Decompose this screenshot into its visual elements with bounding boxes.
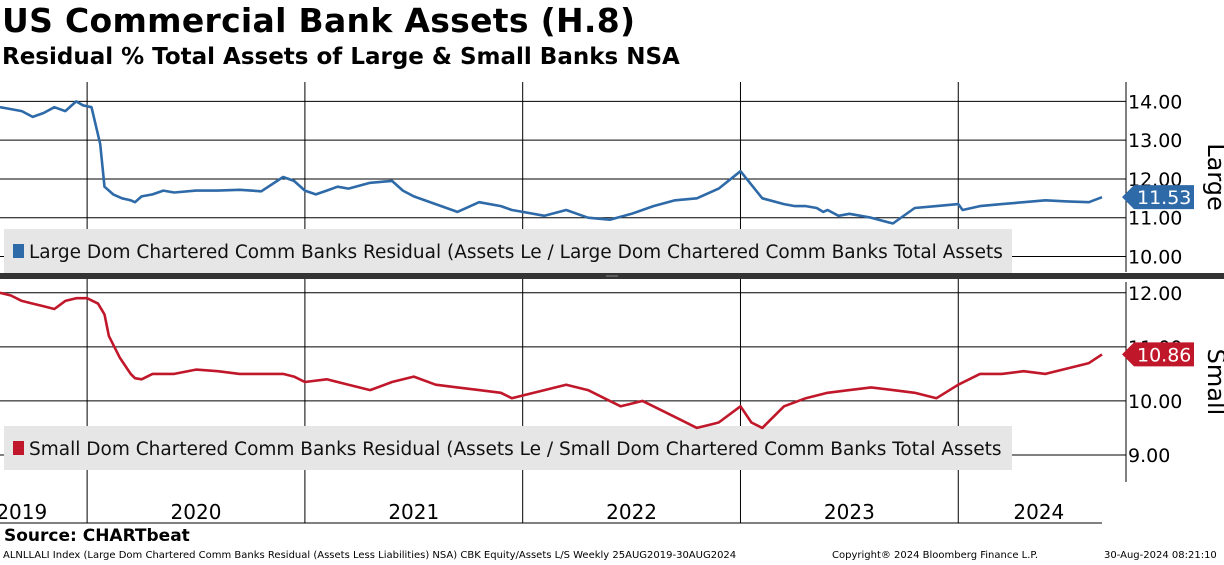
y-tick-label: 14.00 xyxy=(1128,91,1182,113)
footer-description: ALNLLALI Index (Large Dom Chartered Comm… xyxy=(3,550,737,561)
x-tick-label: 2021 xyxy=(388,500,439,524)
panel-axis-label: Small xyxy=(1202,349,1224,416)
last-value-label: 10.86 xyxy=(1137,344,1191,366)
x-tick-label: 2023 xyxy=(824,500,875,524)
last-value-label: 11.53 xyxy=(1137,187,1191,209)
x-tick-label: 2020 xyxy=(171,500,222,524)
footer-timestamp: 30-Aug-2024 08:21:10 xyxy=(1104,550,1217,561)
y-tick-label: 13.00 xyxy=(1128,130,1182,152)
last-value-tag xyxy=(1122,342,1194,367)
small-series-line xyxy=(0,291,1103,430)
y-tick-label: 10.00 xyxy=(1128,246,1182,268)
legend-label: Large Dom Chartered Comm Banks Residual … xyxy=(29,242,1003,263)
legend-box xyxy=(4,229,1012,273)
x-tick-label: 2019 xyxy=(0,500,47,524)
y-tick-label: 12.00 xyxy=(1128,283,1182,305)
y-tick-label: 10.00 xyxy=(1128,391,1182,413)
legend-swatch xyxy=(13,244,24,258)
large-series-line xyxy=(0,100,1103,225)
legend-box xyxy=(4,426,1012,470)
panel-axis-label: Large xyxy=(1202,143,1224,211)
chart-title: US Commercial Bank Assets (H.8) xyxy=(2,1,636,40)
footer-copyright: Copyright® 2024 Bloomberg Finance L.P. xyxy=(832,550,1039,561)
last-value-tag xyxy=(1122,185,1194,210)
source-note: Source: CHARTbeat xyxy=(4,526,190,546)
x-tick-label: 2022 xyxy=(606,500,657,524)
y-tick-label: 11.00 xyxy=(1128,208,1182,230)
legend-label: Small Dom Chartered Comm Banks Residual … xyxy=(29,439,1002,460)
x-tick-label: 2024 xyxy=(1013,500,1064,524)
chart-subtitle: Residual % Total Assets of Large & Small… xyxy=(2,44,680,70)
legend-swatch xyxy=(13,441,24,455)
y-tick-label: 9.00 xyxy=(1128,445,1170,467)
